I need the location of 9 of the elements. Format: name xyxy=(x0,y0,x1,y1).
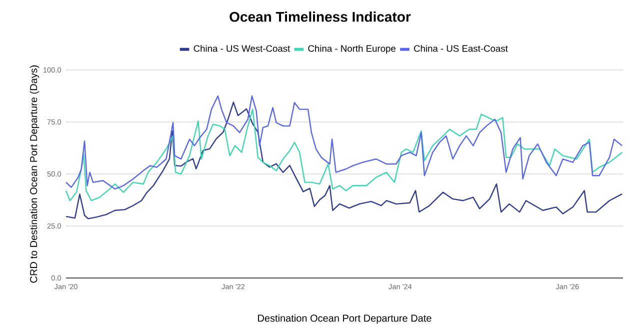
chart-title: Ocean Timeliness Indicator xyxy=(230,12,411,22)
legend-label: China - US East-Coast xyxy=(414,44,508,52)
line-series xyxy=(65,102,623,220)
line-series xyxy=(65,108,623,202)
legend-label: China - North Europe xyxy=(308,44,396,54)
legend-label: China - US West-Coast xyxy=(194,44,290,52)
x-axis-title: Destination Ocean Port Departure Date xyxy=(258,314,432,324)
y-axis-title: CRD to Destination Ocean Port Departure (Days) xyxy=(30,65,40,283)
line-series xyxy=(65,95,623,190)
